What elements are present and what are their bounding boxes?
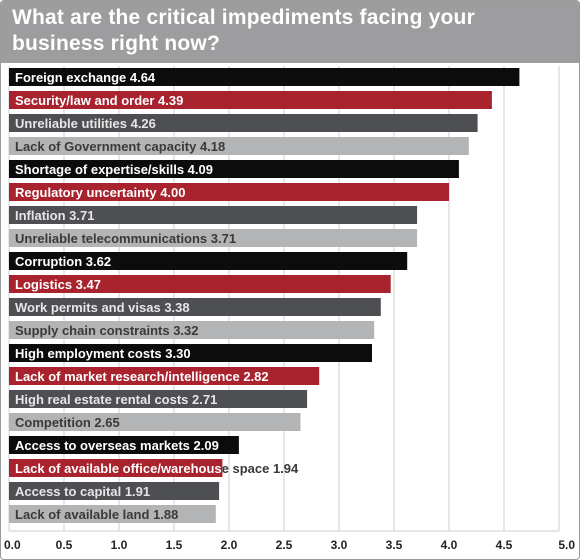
bar	[9, 436, 239, 454]
bar-label: High real estate rental costs 2.71	[15, 392, 217, 407]
bar	[9, 252, 408, 270]
bar	[9, 275, 391, 293]
bar	[9, 137, 469, 155]
bar-label: Unreliable utilities 4.26	[15, 116, 156, 131]
bar-label: Shortage of expertise/skills 4.09	[15, 162, 213, 177]
x-tick-label: 2.0	[221, 538, 238, 552]
bar	[9, 505, 216, 523]
bar	[9, 160, 459, 178]
bar	[9, 91, 492, 109]
bar	[9, 183, 449, 201]
bar	[9, 298, 381, 316]
x-tick-label: 1.5	[166, 538, 183, 552]
bar-label: Access to overseas markets 2.09	[15, 438, 219, 453]
bar-label: Unreliable telecommunications 3.71	[15, 231, 236, 246]
bar	[9, 321, 375, 339]
bar-label: Competition 2.65	[15, 415, 120, 430]
bar-label: Lack of available land 1.88	[15, 507, 178, 522]
x-tick-label: 4.5	[496, 538, 513, 552]
bar-label: Corruption 3.62	[15, 254, 111, 269]
bar	[9, 390, 308, 408]
bar-label: Work permits and visas 3.38	[15, 300, 190, 315]
bar-label: Foreign exchange 4.64	[15, 70, 156, 85]
x-tick-label: 3.0	[331, 538, 348, 552]
bar	[9, 459, 223, 477]
bar	[9, 413, 301, 431]
x-tick-label: 4.0	[441, 538, 458, 552]
bar	[9, 229, 418, 247]
bar-label: High employment costs 3.30	[15, 346, 191, 361]
x-tick-label: 0.0	[4, 538, 21, 552]
bar	[9, 482, 220, 500]
bar	[9, 114, 478, 132]
bar-label: Regulatory uncertainty 4.00	[15, 185, 186, 200]
x-tick-label: 1.0	[111, 538, 128, 552]
bar-label: Inflation 3.71	[15, 208, 94, 223]
bar	[9, 206, 418, 224]
bar	[9, 68, 520, 86]
title-banner: What are the critical impediments facing…	[1, 1, 579, 63]
x-tick-label: 2.5	[276, 538, 293, 552]
bar	[9, 344, 372, 362]
x-tick-label: 5.0	[558, 538, 575, 552]
bar-label: Access to capital 1.91	[15, 484, 150, 499]
bar-label: Lack of market research/intelligence 2.8…	[15, 369, 269, 384]
x-tick-label: 0.5	[56, 538, 73, 552]
chart-title: What are the critical impediments facing…	[12, 6, 475, 55]
bar-label: Lack of Government capacity 4.18	[15, 139, 225, 154]
bar-label: Logistics 3.47	[15, 277, 101, 292]
bar-label: Lack of available office/warehouse space…	[15, 461, 299, 476]
bar	[9, 367, 320, 385]
bar-label: Supply chain constraints 3.32	[15, 323, 199, 338]
bar-label: Security/law and order 4.39	[15, 93, 183, 108]
x-tick-label: 3.5	[386, 538, 403, 552]
